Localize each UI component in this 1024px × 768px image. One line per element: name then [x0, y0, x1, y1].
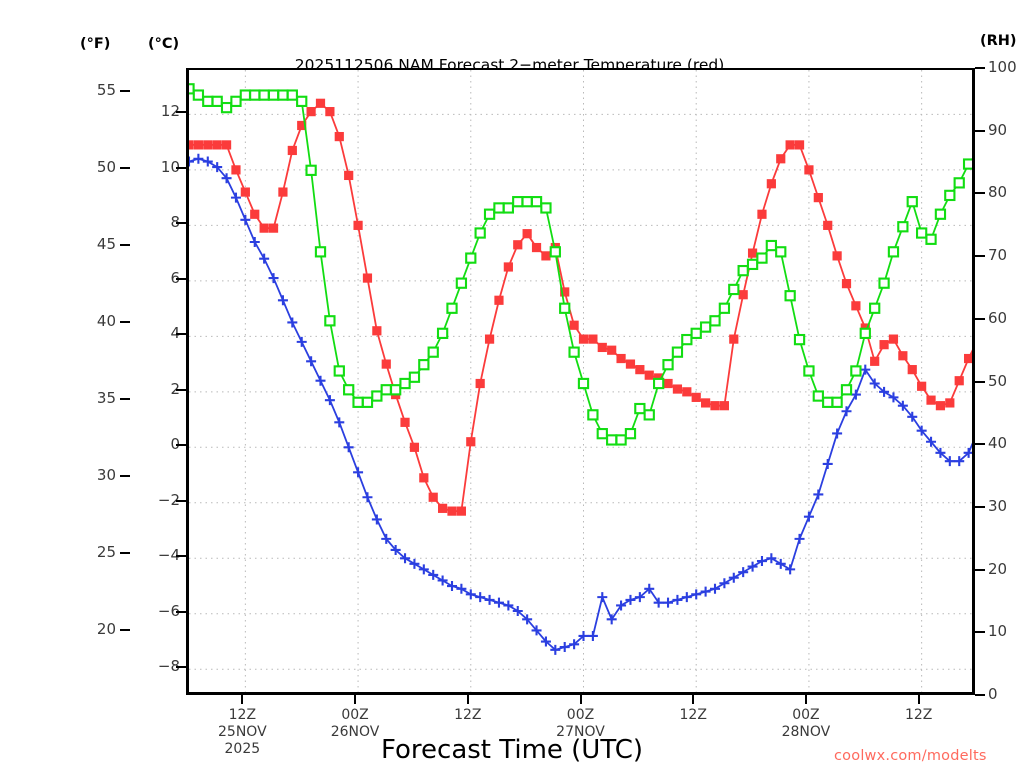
y-tickmark-celsius-2: [176, 388, 186, 391]
x-tick-label-60: 12Z: [679, 707, 707, 723]
x-tickmark-00Z-48: [579, 695, 582, 704]
y-tickmark-rh-60: [975, 317, 985, 320]
y-tick-celsius--4: −4: [157, 546, 180, 565]
y-tickmark-fahrenheit-30: [120, 475, 130, 478]
y-tick-rh-50: 50: [988, 371, 1008, 390]
x-tickmark-12Z-84: [917, 695, 920, 704]
y-tickmark-fahrenheit-35: [120, 398, 130, 401]
y-tickmark-fahrenheit-40: [120, 321, 130, 323]
y-tickmark-celsius-6: [176, 277, 186, 280]
y-tick-rh-0: 0: [988, 685, 998, 703]
y-tick-celsius-4: 4: [140, 324, 180, 342]
y-tick-fahrenheit-30: 30: [96, 466, 116, 485]
y-tick-celsius-0: 0: [140, 435, 180, 453]
x-axis-title: Forecast Time (UTC): [380, 735, 643, 765]
y-tickmark-celsius--4: [176, 555, 186, 558]
y-tick-celsius--6: −6: [157, 601, 180, 620]
x-tick-label-84: 12Z: [904, 707, 933, 723]
y-tickmark-fahrenheit-55: [120, 89, 130, 92]
x-tickmark-00Z-24: [354, 695, 357, 704]
y-tickmark-celsius--8: [176, 666, 186, 669]
y-tick-celsius--2: −2: [157, 490, 180, 509]
y-tick-rh-40: 40: [988, 434, 1008, 453]
watermark: coolwx.com/modelts: [834, 748, 987, 764]
x-tickmark-00Z-72: [804, 695, 807, 704]
y-tick-celsius-12: 12: [160, 102, 180, 121]
left-axis-unit-celsius: (°C): [148, 36, 180, 52]
y-tick-fahrenheit-55: 55: [96, 80, 116, 99]
y-tick-celsius--8: −8: [157, 657, 180, 676]
y-tickmark-celsius-12: [176, 111, 186, 114]
y-tick-rh-100: 100: [988, 58, 1017, 76]
x-tick-label-12: 12Z 25NOV 2025: [218, 707, 267, 757]
y-tick-fahrenheit-50: 50: [96, 157, 116, 176]
y-tickmark-rh-70: [975, 255, 985, 258]
plot-area: [186, 68, 975, 695]
y-tickmark-fahrenheit-20: [120, 629, 130, 632]
y-tick-celsius-2: 2: [140, 380, 180, 398]
y-tickmark-celsius-8: [176, 222, 186, 225]
y-tickmark-rh-90: [975, 129, 985, 132]
y-tick-fahrenheit-20: 20: [96, 620, 116, 639]
y-tick-rh-10: 10: [988, 622, 1008, 641]
x-tick-label-24: 00Z 26NOV: [330, 707, 380, 740]
y-tickmark-fahrenheit-50: [120, 166, 130, 169]
y-tickmark-rh-100: [975, 67, 985, 69]
data-series-layer: [189, 83, 972, 655]
y-tick-rh-60: 60: [988, 308, 1008, 327]
y-tick-fahrenheit-25: 25: [96, 543, 116, 562]
y-tick-celsius-6: 6: [140, 269, 180, 287]
y-tickmark-rh-0: [975, 694, 985, 696]
y-tick-rh-20: 20: [988, 559, 1008, 578]
y-tick-rh-30: 30: [988, 496, 1008, 515]
y-tick-celsius-10: 10: [160, 157, 180, 176]
y-tickmark-celsius--6: [176, 610, 186, 613]
left-axis-unit-fahrenheit: (°F): [80, 36, 111, 52]
y-tickmark-celsius-10: [176, 166, 186, 169]
y-tickmark-celsius-0: [176, 444, 186, 447]
y-tickmark-rh-80: [975, 192, 985, 195]
y-tick-rh-90: 90: [988, 120, 1008, 139]
y-tickmark-celsius--2: [176, 499, 186, 502]
y-tickmark-celsius-4: [176, 333, 186, 336]
x-tickmark-12Z-60: [692, 695, 695, 704]
y-tickmark-rh-40: [975, 443, 985, 446]
y-tickmark-rh-10: [975, 631, 985, 634]
y-tick-rh-70: 70: [988, 246, 1008, 265]
x-tick-label-36: 12Z: [454, 707, 482, 723]
x-tick-label-72: 00Z 28NOV: [781, 707, 831, 740]
y-tickmark-fahrenheit-45: [120, 243, 130, 246]
y-tick-rh-80: 80: [988, 183, 1008, 202]
x-tickmark-12Z-12: [241, 695, 244, 704]
y-tickmark-rh-50: [975, 380, 985, 383]
y-tickmark-rh-30: [975, 505, 985, 508]
y-tick-fahrenheit-35: 35: [96, 389, 116, 408]
y-tickmark-rh-20: [975, 568, 985, 571]
y-tick-fahrenheit-40: 40: [96, 312, 116, 330]
y-tick-celsius-8: 8: [140, 213, 180, 231]
x-tick-label-48: 00Z 27NOV: [556, 707, 605, 740]
y-tick-fahrenheit-45: 45: [96, 234, 116, 253]
x-tickmark-12Z-36: [466, 695, 469, 704]
y-tickmark-fahrenheit-25: [120, 552, 130, 555]
right-axis-unit-rh: (RH): [980, 33, 1017, 49]
